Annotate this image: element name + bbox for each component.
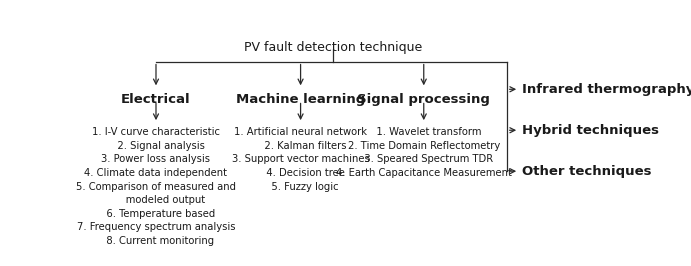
Text: Electrical: Electrical	[121, 93, 191, 106]
Text: 1. Wavelet transform
2. Time Domain Reflectometry
   3. Speared Spectrum TDR
4. : 1. Wavelet transform 2. Time Domain Refl…	[336, 127, 512, 178]
Text: 1. Artificial neural network
   2. Kalman filters
3. Support vector machines
   : 1. Artificial neural network 2. Kalman f…	[231, 127, 370, 192]
Text: PV fault detection technique: PV fault detection technique	[244, 41, 422, 54]
Text: Infrared thermography: Infrared thermography	[522, 83, 691, 96]
Text: Signal processing: Signal processing	[357, 93, 490, 106]
Text: Machine learning: Machine learning	[236, 93, 366, 106]
Text: Other techniques: Other techniques	[522, 165, 651, 178]
Text: Hybrid techniques: Hybrid techniques	[522, 124, 659, 137]
Text: 1. I-V curve characteristic
   2. Signal analysis
3. Power loss analysis
4. Clim: 1. I-V curve characteristic 2. Signal an…	[76, 127, 236, 246]
